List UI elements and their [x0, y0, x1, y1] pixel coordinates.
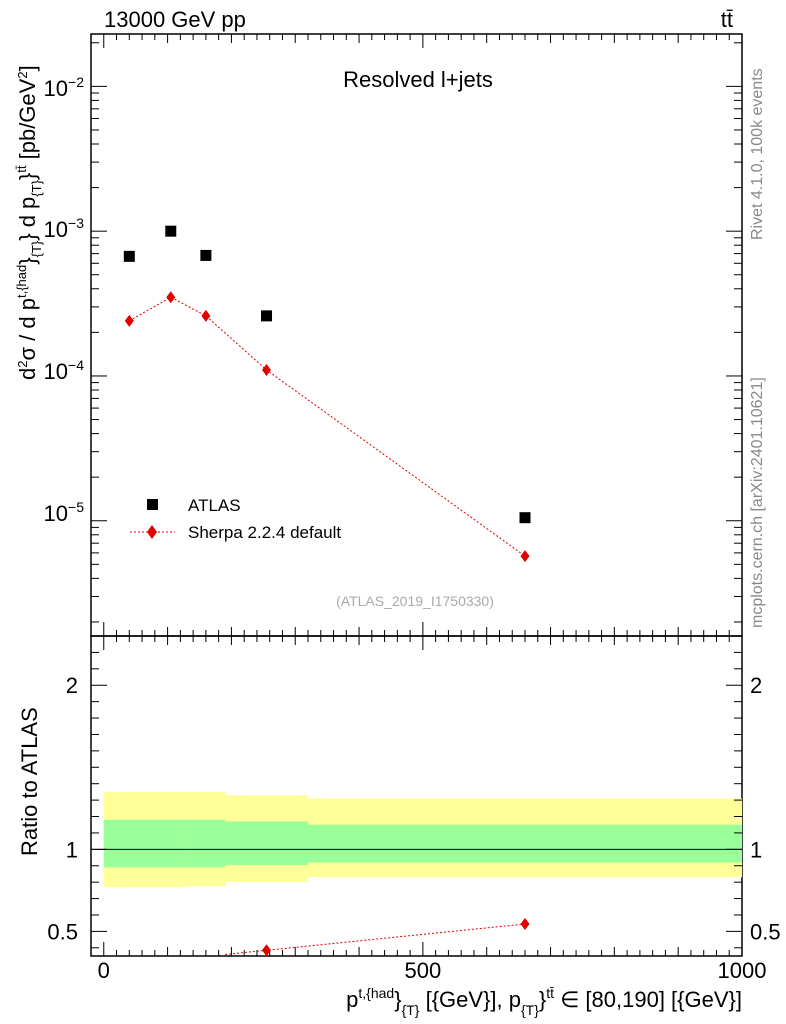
main-y-tick-labels: 10−2 10−3 10−4 10−5: [44, 74, 85, 526]
header-energy-label: 13000 GeV pp: [104, 7, 246, 32]
rivet-label: Rivet 4.1.0, 100k events: [749, 68, 766, 240]
ratio-sherpa-point: [262, 944, 272, 957]
ratio-y-tick-label: 2: [66, 673, 78, 698]
ratio-bands: [103, 791, 742, 888]
x-tick-label: 500: [405, 958, 442, 983]
legend: ATLAS Sherpa 2.2.4 default: [130, 496, 341, 542]
main-y-axis-label: d2σ / d pt,{had}{T}} d p{T}}tt̄ [pb/GeV2…: [14, 65, 44, 380]
sherpa-point: [124, 314, 134, 327]
main-series: [123, 225, 531, 563]
y-tick-label-1e-2: 10−2: [44, 74, 85, 101]
x-axis-label: pt,{had}{T} [{GeV}], p{T}}tt̄ ∈ [80,190]…: [346, 985, 742, 1018]
main-axis-ticks: [91, 34, 743, 636]
ratio-band-inner: [103, 819, 187, 868]
ratio-frame: [90, 635, 743, 957]
ratio-sherpa-point: [520, 918, 530, 930]
atlas-point: [200, 249, 212, 261]
ratio-y-tick-label-right: 2: [750, 673, 762, 698]
ratio-tick-labels: 2 2 1 1 0.5 0.5: [47, 673, 780, 944]
legend-atlas-marker: [147, 499, 158, 510]
sherpa-point: [520, 550, 530, 563]
x-tick-labels: 0 500 1000: [98, 958, 767, 983]
atlas-point: [519, 512, 531, 524]
ratio-band-inner: [186, 819, 226, 868]
ratio-y-tick-label: 1: [66, 837, 78, 862]
atlas-point: [165, 225, 177, 237]
x-tick-label: 0: [98, 958, 110, 983]
sherpa-point: [166, 291, 176, 304]
legend-atlas-label: ATLAS: [188, 496, 241, 515]
atlas-point: [123, 250, 135, 262]
ratio-y-tick-label: 0.5: [47, 919, 78, 944]
sherpa-line: [129, 296, 526, 557]
y-tick-label-1e-4: 10−4: [44, 357, 85, 384]
ratio-y-tick-label-right: 0.5: [750, 919, 781, 944]
ratio-y-tick-label-right: 1: [750, 837, 762, 862]
header-process-label: tt̄: [721, 7, 733, 32]
y-tick-label-1e-5: 10−5: [44, 499, 85, 526]
sherpa-point: [262, 363, 272, 376]
main-frame: [90, 33, 743, 637]
legend-sherpa-label: Sherpa 2.2.4 default: [188, 523, 341, 542]
mcplots-label: mcplots.cern.ch [arXiv:2401.10621]: [749, 377, 766, 628]
ratio-series: [224, 918, 530, 957]
ratio-axis-ticks: [91, 636, 743, 956]
legend-sherpa-marker: [147, 525, 157, 539]
analysis-tag: (ATLAS_2019_I1750330): [336, 593, 494, 609]
ratio-y-axis-label: Ratio to ATLAS: [17, 707, 42, 856]
ratio-band-inner: [308, 824, 742, 863]
sherpa-point: [201, 309, 211, 322]
x-tick-label: 1000: [718, 958, 767, 983]
ratio-band-inner: [225, 821, 308, 865]
main-title: Resolved l+jets: [343, 67, 493, 92]
atlas-point: [261, 310, 273, 322]
y-tick-label-1e-3: 10−3: [44, 215, 85, 242]
